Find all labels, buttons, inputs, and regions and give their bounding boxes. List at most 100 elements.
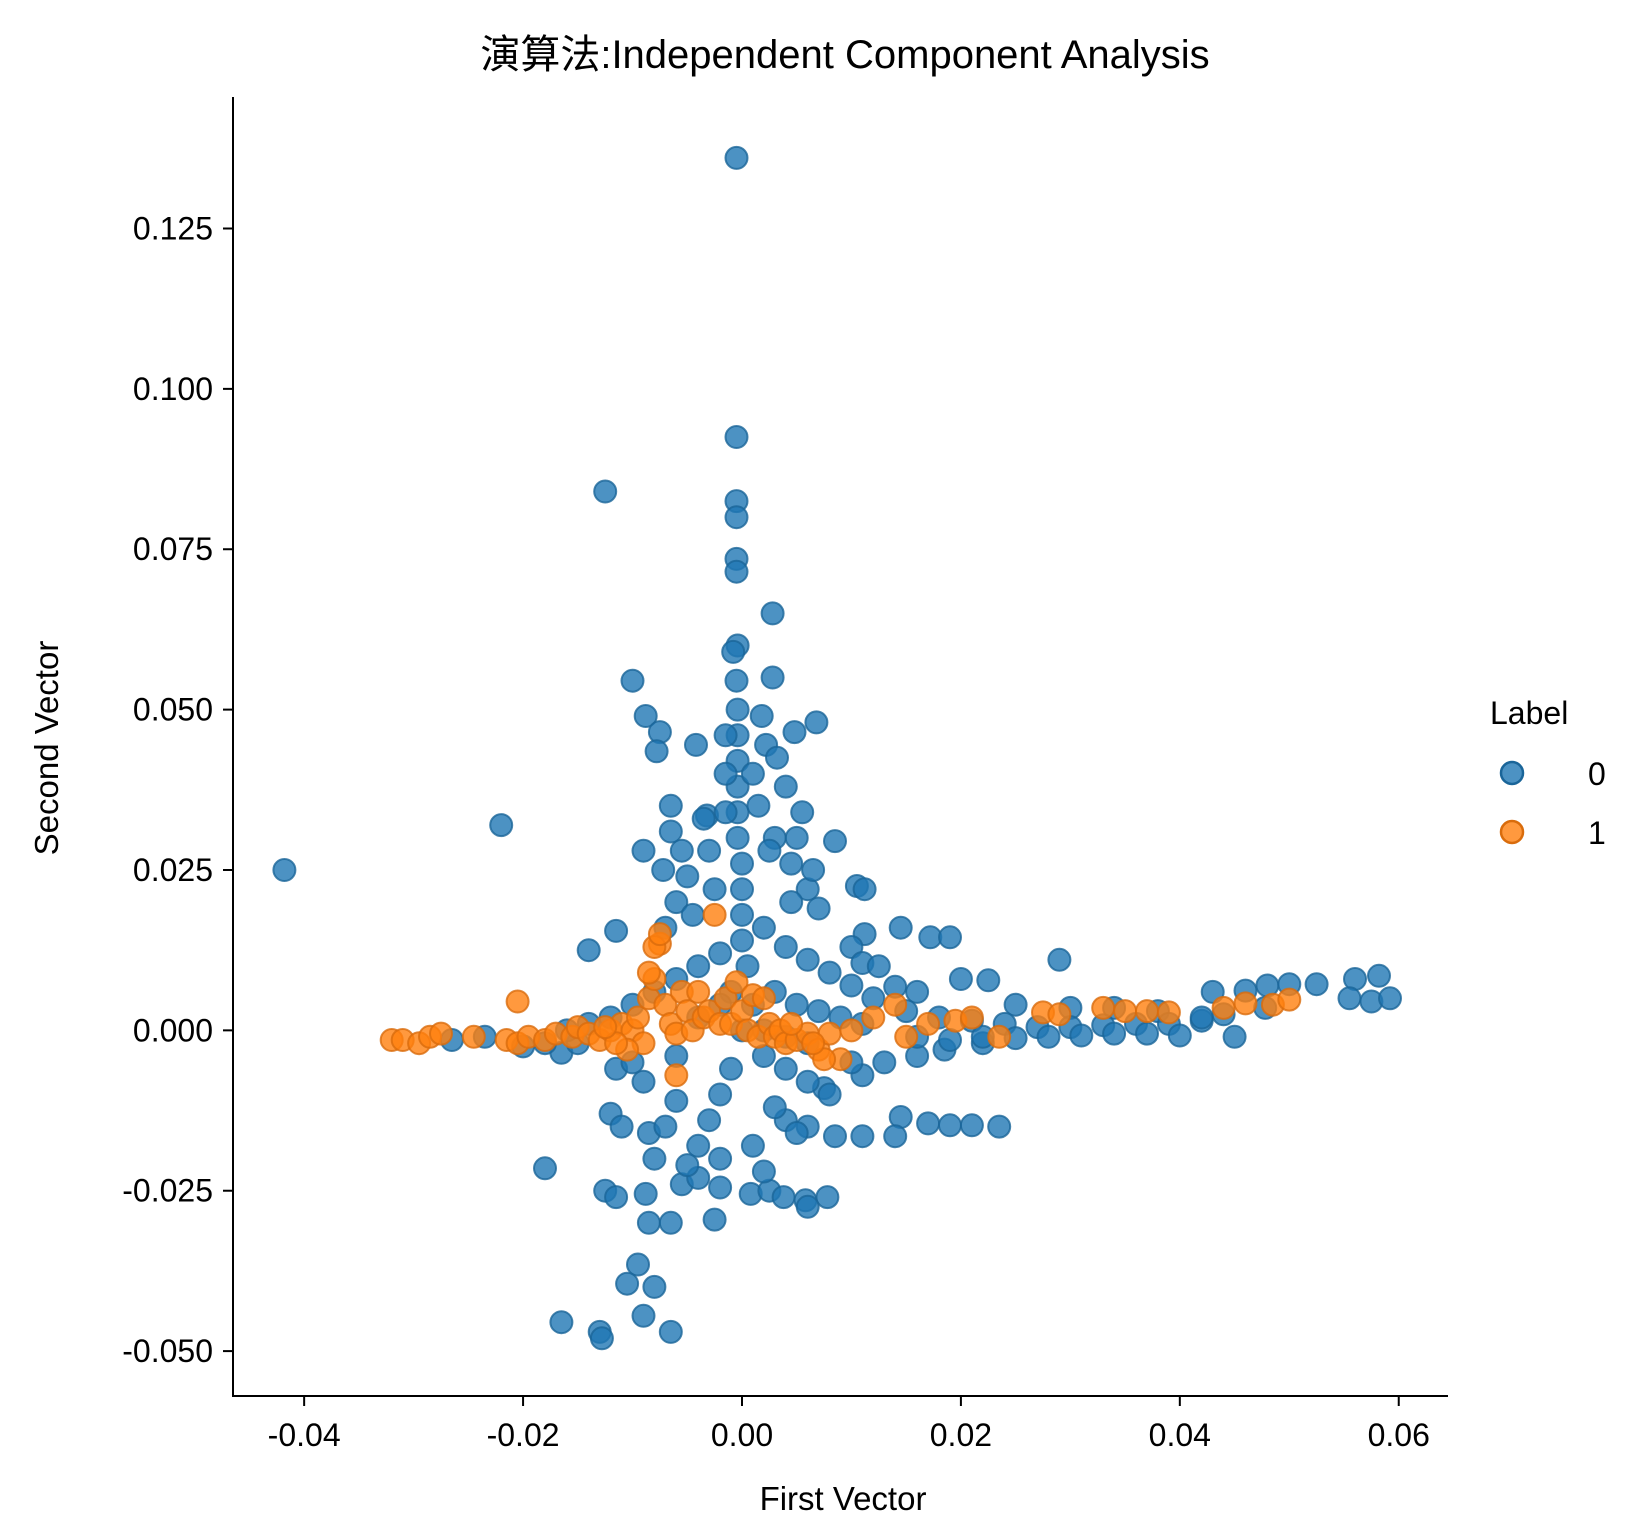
data-point bbox=[773, 1056, 798, 1081]
data-point bbox=[806, 896, 831, 921]
data-point bbox=[959, 1113, 984, 1138]
x-tick-label: -0.02 bbox=[487, 1417, 560, 1453]
data-point bbox=[806, 999, 831, 1024]
data-point bbox=[593, 479, 618, 504]
data-point bbox=[702, 877, 727, 902]
chart-title: 演算法:Independent Component Analysis bbox=[480, 33, 1209, 77]
data-point bbox=[626, 1005, 650, 1030]
data-point bbox=[576, 938, 601, 963]
data-point bbox=[1378, 986, 1402, 1011]
data-point bbox=[658, 793, 683, 818]
data-point bbox=[669, 838, 694, 863]
data-point bbox=[636, 1210, 661, 1235]
data-point bbox=[762, 1095, 787, 1120]
data-point bbox=[1337, 986, 1362, 1011]
data-point bbox=[746, 793, 771, 818]
y-tick-label: -0.050 bbox=[122, 1333, 213, 1369]
data-point bbox=[905, 979, 930, 1004]
data-point bbox=[1047, 1002, 1072, 1027]
data-point bbox=[686, 979, 711, 1004]
x-tick-label: 0.02 bbox=[930, 1417, 992, 1453]
data-point bbox=[633, 704, 658, 728]
data-point bbox=[664, 890, 689, 915]
data-point bbox=[730, 851, 754, 876]
data-point bbox=[636, 960, 661, 985]
data-point bbox=[1156, 1000, 1181, 1025]
y-tick-label: 0.050 bbox=[133, 692, 213, 728]
data-point bbox=[651, 858, 676, 882]
data-point bbox=[765, 745, 789, 770]
data-point bbox=[593, 1015, 618, 1040]
data-point bbox=[664, 1088, 689, 1113]
data-point bbox=[760, 601, 785, 626]
x-axis-label: First Vector bbox=[760, 1480, 927, 1517]
x-tick-label: -0.04 bbox=[268, 1417, 341, 1453]
data-point bbox=[839, 1018, 864, 1043]
data-point bbox=[505, 989, 530, 1014]
data-point bbox=[730, 902, 754, 927]
data-point bbox=[839, 973, 864, 998]
series-1-points bbox=[379, 902, 1302, 1088]
data-point bbox=[1069, 1023, 1094, 1048]
data-point bbox=[852, 877, 877, 902]
data-point bbox=[948, 967, 973, 991]
legend-label-1: 1 bbox=[1588, 815, 1606, 851]
data-point bbox=[633, 1181, 658, 1206]
data-point bbox=[804, 710, 829, 735]
data-point bbox=[987, 1024, 1012, 1049]
data-point bbox=[817, 1082, 842, 1107]
data-point bbox=[658, 1319, 683, 1344]
data-point bbox=[823, 829, 847, 854]
data-point bbox=[724, 668, 749, 693]
data-point bbox=[916, 1011, 941, 1036]
data-point bbox=[724, 425, 749, 449]
data-point bbox=[751, 1159, 776, 1184]
data-point bbox=[724, 145, 749, 170]
data-point bbox=[1047, 947, 1072, 972]
data-point bbox=[861, 1005, 886, 1030]
data-point bbox=[675, 864, 700, 889]
data-point bbox=[779, 890, 804, 915]
data-point bbox=[751, 915, 776, 940]
data-point bbox=[1189, 1005, 1214, 1030]
data-point bbox=[773, 935, 798, 959]
data-point bbox=[1277, 987, 1302, 1012]
data-point bbox=[684, 732, 708, 757]
data-point bbox=[724, 559, 749, 584]
y-axis-label: Second Vector bbox=[28, 641, 65, 856]
data-point bbox=[719, 1056, 743, 1081]
x-tick-label: 0.04 bbox=[1149, 1417, 1211, 1453]
data-point bbox=[760, 665, 785, 690]
data-point bbox=[888, 915, 913, 940]
data-point bbox=[724, 505, 749, 530]
data-point bbox=[708, 1146, 733, 1171]
data-point bbox=[686, 954, 711, 979]
data-point bbox=[795, 1194, 820, 1219]
data-point bbox=[647, 922, 672, 947]
y-axis-ticks: -0.050 -0.025 0.000 0.025 0.050 0.075 0.100 0.1… bbox=[122, 211, 233, 1369]
data-point bbox=[609, 1114, 634, 1139]
y-tick-label: 0.100 bbox=[133, 371, 213, 407]
data-point bbox=[708, 1082, 733, 1107]
data-point bbox=[642, 1146, 667, 1171]
data-points bbox=[272, 145, 1402, 1351]
data-point bbox=[1102, 1021, 1127, 1046]
data-point bbox=[1304, 972, 1329, 997]
data-point bbox=[795, 1069, 820, 1094]
data-point bbox=[751, 986, 776, 1011]
data-point bbox=[708, 1175, 733, 1200]
legend-label-0: 0 bbox=[1588, 756, 1606, 792]
data-point bbox=[771, 1185, 796, 1210]
x-tick-label: 0.00 bbox=[711, 1417, 773, 1453]
data-point bbox=[784, 825, 809, 850]
data-point bbox=[626, 1252, 650, 1277]
data-point bbox=[653, 1114, 678, 1139]
legend: Label 0 1 bbox=[1490, 695, 1606, 851]
data-point bbox=[664, 1063, 689, 1088]
data-point bbox=[938, 1113, 962, 1138]
data-point bbox=[589, 1326, 614, 1351]
data-point bbox=[938, 925, 962, 950]
data-point bbox=[658, 819, 683, 844]
legend-title: Label bbox=[1490, 695, 1568, 731]
